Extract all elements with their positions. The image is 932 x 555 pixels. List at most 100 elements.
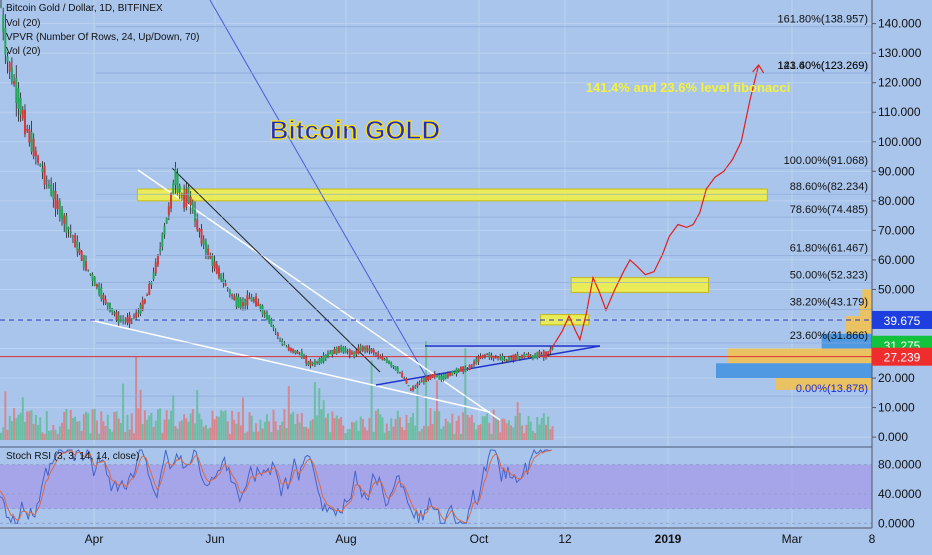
volume-bar bbox=[542, 413, 545, 440]
candle-body bbox=[392, 365, 395, 368]
volume-bar bbox=[525, 424, 528, 440]
candle-body bbox=[95, 284, 98, 288]
volume-bar bbox=[23, 421, 26, 440]
volume-bars bbox=[0, 341, 554, 440]
indicator-legend-vpvr[interactable]: VPVR (Number Of Rows, 24, Up/Down, 70) bbox=[6, 32, 200, 43]
volume-bar bbox=[156, 409, 159, 440]
candle-body bbox=[366, 345, 369, 352]
volume-bar bbox=[507, 420, 510, 440]
candle-body bbox=[170, 193, 173, 209]
candle-body bbox=[222, 278, 225, 283]
volume-bar bbox=[270, 432, 273, 440]
volume-bar bbox=[405, 414, 408, 440]
candle-body bbox=[361, 346, 364, 351]
candle-body bbox=[427, 376, 430, 380]
volume-bar bbox=[104, 425, 107, 440]
volume-bar bbox=[531, 430, 534, 440]
volume-bar bbox=[512, 427, 515, 440]
candle-body bbox=[104, 298, 107, 304]
candle-body bbox=[17, 88, 20, 109]
candle-body bbox=[396, 367, 399, 373]
volume-bar bbox=[165, 410, 168, 440]
candle-body bbox=[261, 305, 264, 315]
volume-bar bbox=[372, 431, 375, 440]
volume-bar bbox=[28, 411, 31, 440]
volume-bar bbox=[191, 409, 194, 440]
candle-body bbox=[172, 183, 175, 195]
candle-body bbox=[215, 263, 218, 274]
x-tick-label: Aug bbox=[335, 532, 356, 546]
candle-body bbox=[156, 255, 159, 265]
fibonacci-level-label: 123.60%(123.269) bbox=[777, 60, 868, 72]
trendline-blue-steep bbox=[209, 0, 429, 381]
price-axis[interactable]: 140.000 130.000 120.000 110.000 100.000 90.00… bbox=[872, 17, 922, 445]
volume-bar bbox=[194, 423, 197, 440]
volume-bar bbox=[283, 408, 286, 440]
volume-bar bbox=[289, 414, 292, 440]
candle-body bbox=[462, 366, 465, 372]
volume-bar bbox=[122, 383, 125, 440]
symbol-legend[interactable]: Bitcoin Gold / Dollar, 1D, BITFINEX bbox=[6, 3, 163, 14]
y-tick-label: 110.000 bbox=[878, 105, 921, 119]
volume-bar bbox=[43, 433, 46, 440]
volume-bar bbox=[187, 421, 190, 440]
candle-body bbox=[231, 294, 234, 297]
candle-body bbox=[56, 200, 59, 210]
indicator-legend-vol[interactable]: Vol (20) bbox=[6, 18, 41, 29]
candle-body bbox=[470, 365, 473, 367]
volume-bar bbox=[468, 417, 471, 440]
candle-body bbox=[455, 368, 458, 375]
volume-bar bbox=[409, 417, 412, 440]
candle-body bbox=[473, 361, 476, 365]
candle-body bbox=[141, 300, 144, 311]
candle-body bbox=[407, 385, 410, 387]
candle-body bbox=[54, 190, 57, 209]
candle-body bbox=[122, 319, 125, 321]
volume-bar bbox=[327, 413, 329, 440]
candle-body bbox=[21, 109, 24, 119]
volume-bar bbox=[518, 412, 521, 440]
candle-body bbox=[74, 235, 77, 248]
volume-bar bbox=[370, 360, 373, 440]
candle-body bbox=[45, 180, 48, 182]
fibonacci-level-label: 161.80%(138.957) bbox=[777, 14, 868, 26]
volume-bar bbox=[239, 425, 242, 440]
candle-body bbox=[159, 248, 162, 252]
stoch-tick-label: 40.0000 bbox=[878, 487, 922, 501]
volume-bar bbox=[148, 415, 151, 440]
volume-bar bbox=[209, 427, 212, 440]
candle-body bbox=[436, 375, 438, 377]
volume-bar bbox=[222, 411, 225, 440]
volume-bar bbox=[102, 421, 105, 440]
stoch-axis[interactable]: 80.0000 40.0000 0.0000 bbox=[878, 458, 922, 531]
candle-body bbox=[444, 373, 447, 379]
candle-body bbox=[226, 288, 229, 290]
candle-body bbox=[204, 241, 207, 253]
volume-bar bbox=[549, 429, 552, 440]
candle-body bbox=[183, 193, 186, 209]
candle-body bbox=[91, 274, 94, 282]
volume-bar bbox=[69, 409, 72, 440]
indicator-legend-vol-2[interactable]: Vol (20) bbox=[6, 46, 41, 57]
candle-body bbox=[119, 319, 122, 321]
candle-body bbox=[198, 228, 201, 232]
candle-body bbox=[298, 353, 301, 355]
volume-bar bbox=[211, 410, 214, 440]
candle-body bbox=[499, 356, 502, 359]
volume-bar bbox=[176, 428, 179, 440]
chart-title: Bitcoin GOLD bbox=[270, 115, 440, 145]
candle-body bbox=[409, 389, 412, 391]
volume-bar bbox=[416, 387, 419, 440]
candle-body bbox=[235, 295, 238, 307]
volume-bar bbox=[440, 428, 443, 440]
candle-body bbox=[388, 360, 391, 364]
candle-body bbox=[523, 354, 526, 357]
volume-bar bbox=[457, 415, 460, 440]
time-axis[interactable]: Apr Jun Aug Oct 12 2019 Mar 8 bbox=[85, 532, 876, 546]
candle-body bbox=[503, 358, 506, 360]
candle-body bbox=[283, 344, 286, 346]
candle-body bbox=[416, 383, 419, 387]
volume-bar bbox=[311, 419, 314, 440]
